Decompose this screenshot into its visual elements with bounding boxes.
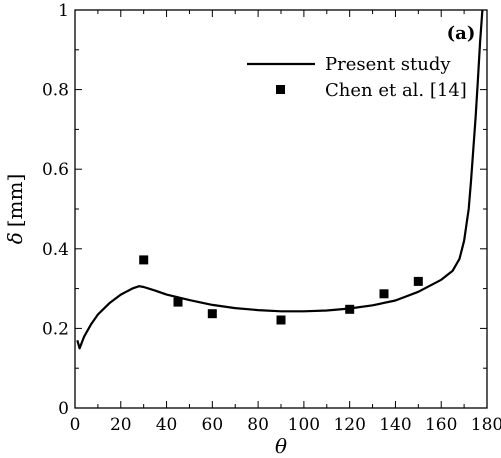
y-tick-label: 0.6 — [42, 160, 69, 180]
x-tick-label: 20 — [110, 415, 132, 435]
legend-label-series-1: Present study — [325, 54, 451, 75]
legend: Present study Chen et al. [14] — [247, 54, 467, 101]
data-point-chen — [379, 289, 389, 299]
data-point-chen — [139, 255, 149, 265]
data-point-chen — [413, 276, 423, 286]
data-point-chen — [345, 304, 355, 314]
x-axis-label: θ — [275, 434, 287, 458]
y-tick-label: 0.2 — [42, 319, 69, 339]
x-tick-label: 0 — [70, 415, 81, 435]
legend-marker-swatch — [276, 85, 285, 94]
y-axis-label: δ [mm] — [3, 174, 27, 245]
x-tick-label: 180 — [471, 415, 501, 435]
y-tick-label: 0.8 — [42, 81, 69, 101]
panel-label: (a) — [447, 23, 476, 44]
x-tick-label: 60 — [202, 415, 224, 435]
x-tick-label: 120 — [333, 415, 365, 435]
y-tick-label: 1 — [58, 1, 69, 21]
x-tick-label: 80 — [247, 415, 269, 435]
y-axis-label-symbol: δ — [3, 232, 27, 244]
y-tick-label: 0.4 — [42, 240, 69, 260]
legend-label-series-2: Chen et al. [14] — [325, 80, 467, 101]
data-point-chen — [173, 297, 183, 307]
y-tick-label: 0 — [58, 399, 69, 419]
data-point-chen — [207, 309, 217, 319]
x-tick-label: 140 — [379, 415, 411, 435]
series-line-present-study — [76, 9, 484, 350]
x-tick-label: 100 — [288, 415, 320, 435]
y-axis-label-unit: [mm] — [3, 174, 27, 228]
x-tick-label: 40 — [156, 415, 178, 435]
data-point-chen — [276, 315, 286, 325]
x-tick-label: 160 — [425, 415, 457, 435]
